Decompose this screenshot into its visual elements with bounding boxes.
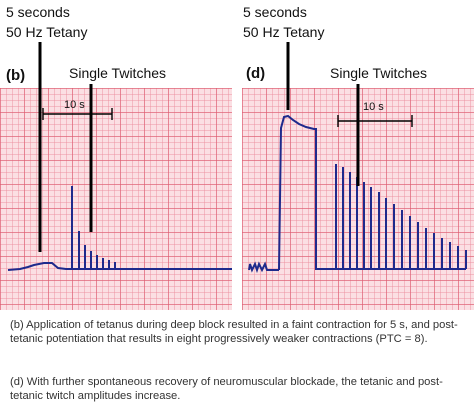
- tetany-label-d-line1: 5 seconds: [243, 4, 307, 20]
- ecg-grid-panel-b: [0, 88, 232, 310]
- caption-b: (b) Application of tetanus during deep b…: [10, 319, 458, 345]
- tetany-label-b-line1: 5 seconds: [6, 4, 70, 20]
- panel-label-d: (d): [246, 65, 266, 82]
- single-twitches-label-b: Single Twitches: [69, 65, 167, 81]
- scale-label-b: 10 s: [64, 99, 85, 111]
- ecg-grid-panel-d: [242, 88, 474, 310]
- panel-label-b: (b): [6, 67, 26, 84]
- scale-label-d: 10 s: [363, 101, 384, 113]
- tetany-label-d-line2: 50 Hz Tetany: [243, 24, 325, 40]
- single-twitches-label-d: Single Twitches: [330, 65, 428, 81]
- caption-d: (d) With further spontaneous recovery of…: [10, 376, 443, 402]
- tetany-label-b-line2: 50 Hz Tetany: [6, 24, 88, 40]
